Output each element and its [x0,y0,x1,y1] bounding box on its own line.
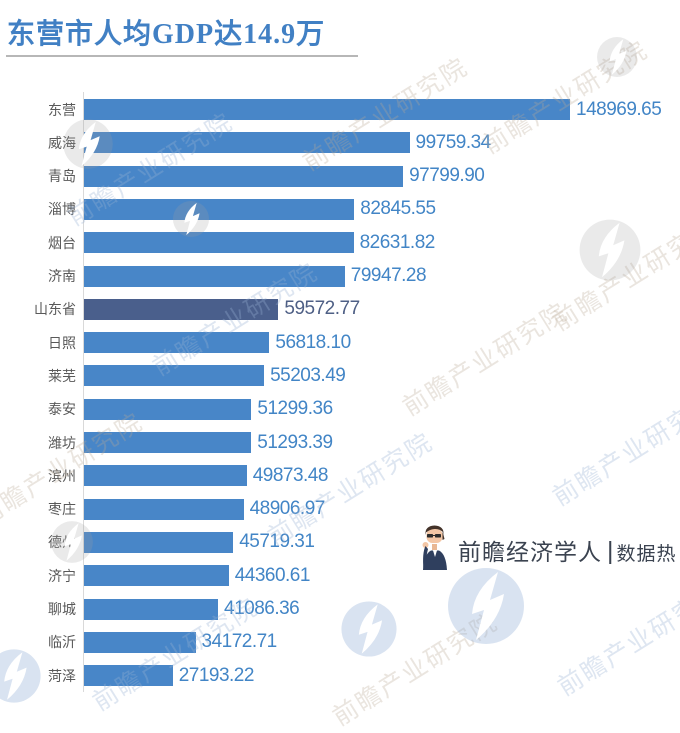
category-label: 威海 [48,134,76,151]
category-label: 东营 [48,101,76,118]
value-label: 48906.97 [249,498,326,520]
value-label: 82631.82 [359,231,436,253]
watermark-icon [340,600,398,663]
value-label: 51293.39 [257,431,333,453]
category-label: 菏泽 [48,667,76,684]
qianzhan-logo-watermark-icon [448,568,524,644]
category-label: 烟台 [48,234,76,251]
qianzhan-logo-watermark-icon [579,219,641,281]
bar [84,265,345,287]
chart-row: 潍坊 51293.39 [0,432,333,453]
chart-row: 临沂 34172.71 [0,631,278,653]
qianzhan-logo-watermark-icon [597,37,637,77]
value-label: 34172.71 [201,631,278,653]
chart-row: 威海 99759.34 [0,131,492,154]
value-label: 41086.36 [224,598,300,619]
bar [84,465,247,487]
economist-avatar-icon [422,525,447,570]
chart-row: 莱芜 55203.49 [0,364,346,387]
category-label: 枣庄 [48,501,76,518]
category-label: 潍坊 [48,434,76,451]
watermark-icon [596,36,638,83]
value-label: 56818.10 [275,331,351,353]
value-label: 79947.28 [350,265,427,286]
chart-row: 德州 45719.31 [0,531,315,553]
category-label: 济宁 [48,567,76,584]
watermark-icon [578,218,642,287]
chart-row: 泰安 51299.36 [0,398,333,420]
bar [84,398,252,420]
value-label: 99759.34 [415,131,492,153]
y-axis-line [83,92,84,692]
brand-logo: 前瞻经济学人 | 数据热 [419,524,677,576]
chart-row: 山东省 59572.77 [0,298,360,320]
bar [84,598,218,620]
bar [84,631,196,653]
bar [84,132,410,154]
watermark-text: 前瞻产业研究院 [398,297,574,422]
title-underline [6,55,358,57]
category-label: 济南 [48,268,76,284]
value-label: 44360.61 [234,564,311,586]
chart-row: 日照 56818.10 [0,331,351,354]
bar [84,365,265,387]
bar [84,531,234,553]
value-label: 27193.22 [178,664,255,686]
bar [84,665,173,687]
value-label: 82845.55 [360,198,436,220]
watermark-icon [446,566,526,651]
qianzhan-logo-watermark-icon [341,601,397,657]
bar [84,498,244,520]
bar [84,99,570,120]
chart-row: 烟台 82631.82 [0,231,436,254]
bar [84,332,270,354]
watermark-text: 前瞻产业研究院 [548,387,680,512]
watermark-text: 前瞻产业研究院 [553,577,680,702]
bar [84,432,252,453]
brand-sub-name: 数据热 [616,543,677,565]
economist-avatar-icon [419,524,450,576]
watermark-text: 前瞻产业研究院 [548,212,680,337]
chart-row: 枣庄 48906.97 [0,498,326,520]
category-label: 聊城 [48,601,76,617]
chart-row: 聊城 41086.36 [0,598,300,620]
category-label: 泰安 [48,401,76,418]
value-label: 51299.36 [257,398,333,420]
category-label: 青岛 [48,168,76,185]
chart-row: 滨州 49873.48 [0,464,329,487]
chart-row: 菏泽 27193.22 [0,664,255,687]
watermark-text: 前瞻产业研究院 [328,607,504,732]
category-label: 淄博 [48,201,76,218]
bar [84,165,404,187]
infographic-page: 前瞻产业研究院 前瞻产业研究院 前瞻产业研究院 前瞻产业研究院 前瞻产业研究院 前瞻产业研… [0,19,680,732]
bar [84,198,355,220]
bar-highlight [84,298,279,320]
bar [84,232,354,254]
chart-row: 济南 79947.28 [0,265,427,287]
value-label: 49873.48 [252,464,329,486]
value-label: 59572.77 [284,298,360,320]
category-label: 滨州 [48,467,76,484]
value-label: 45719.31 [239,531,315,553]
watermark-text: 前瞻产业研究院 [478,35,654,160]
category-label: 山东省 [34,301,76,318]
category-label: 日照 [48,334,76,351]
category-label: 德州 [48,534,76,551]
chart-row: 淄博 82845.55 [0,198,436,220]
chart-title: 东营市人均GDP达14.9万 [7,19,326,50]
chart-row: 青岛 97799.90 [0,165,485,187]
value-label: 55203.49 [270,364,346,386]
brand-name: 前瞻经济学人 [458,539,602,565]
bar [84,565,229,587]
chart-row: 东营 148969.65 [0,98,662,120]
category-label: 莱芜 [48,367,76,384]
category-label: 临沂 [48,634,76,651]
chart-row: 济宁 44360.61 [0,564,311,587]
brand-separator: | [607,536,614,565]
value-label: 148969.65 [576,98,662,120]
value-label: 97799.90 [409,165,485,187]
